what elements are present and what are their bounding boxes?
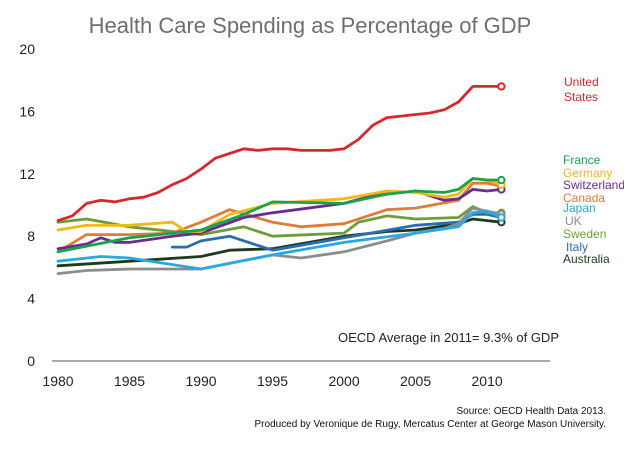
- series-line: [56, 206, 503, 276]
- x-tick-label: 1995: [257, 373, 288, 389]
- series-line: [56, 205, 503, 238]
- series-line: [56, 209, 503, 271]
- y-tick-label: 12: [19, 166, 35, 182]
- series-line: [56, 177, 503, 254]
- oecd-average-annotation: OECD Average in 2011= 9.3% of GDP: [338, 330, 559, 345]
- legend-label: United: [564, 75, 599, 89]
- legend-label: Italy: [566, 240, 588, 254]
- series-line: [56, 85, 503, 223]
- chart-title: Health Care Spending as Percentage of GD…: [89, 13, 532, 38]
- x-tick-label: 1980: [42, 373, 73, 389]
- y-tick-label: 0: [27, 353, 35, 369]
- y-tick-label: 20: [19, 41, 35, 57]
- legend-label: Canada: [563, 191, 605, 205]
- legend-label: Australia: [563, 252, 610, 266]
- y-tick-label: 8: [27, 228, 35, 244]
- series-line: [170, 212, 503, 252]
- y-tick-label: 16: [19, 103, 35, 119]
- series-line: [56, 181, 503, 254]
- series-group: [56, 82, 506, 276]
- source-line-1: Source: OECD Health Data 2013.: [456, 406, 606, 417]
- x-tick-label: 2010: [472, 373, 503, 389]
- series-end-marker: [497, 175, 506, 185]
- x-tick-label: 1990: [185, 373, 216, 389]
- series-end-marker: [497, 213, 506, 222]
- legend-label: France: [563, 153, 601, 167]
- legend-label: Germany: [563, 166, 612, 180]
- series-line: [56, 177, 503, 233]
- x-tick-label: 2005: [400, 373, 431, 389]
- source-line-2: Produced by Veronique de Rugy, Mercatus …: [255, 419, 606, 430]
- legend-label: Japan: [563, 201, 596, 215]
- legend-label: UK: [565, 214, 582, 228]
- y-tick-label: 4: [27, 291, 35, 307]
- x-tick-label: 1985: [114, 373, 145, 389]
- x-tick-label: 2000: [328, 373, 359, 389]
- series-end-marker: [497, 82, 506, 91]
- legend-label: States: [564, 90, 598, 104]
- legend-label: Switzerland: [563, 178, 624, 192]
- legend-label: Sweden: [563, 227, 606, 241]
